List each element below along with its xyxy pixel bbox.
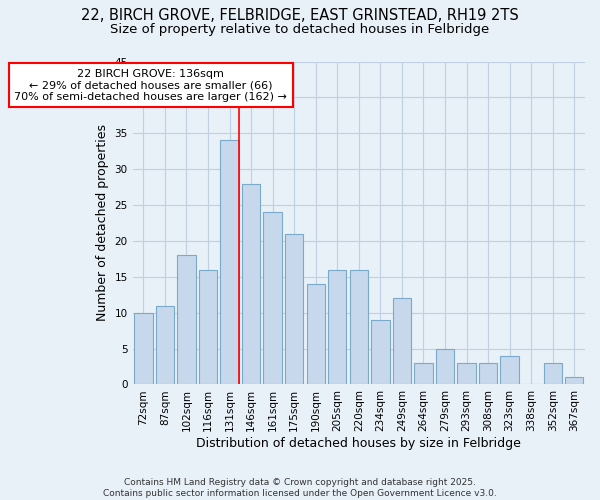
Bar (285, 234, 304, 384)
Bar (307, 284, 325, 384)
Bar (565, 378, 583, 384)
Bar (544, 363, 562, 384)
Bar (242, 184, 260, 384)
Text: 22, BIRCH GROVE, FELBRIDGE, EAST GRINSTEAD, RH19 2TS: 22, BIRCH GROVE, FELBRIDGE, EAST GRINSTE… (81, 8, 519, 22)
Bar (199, 270, 217, 384)
Bar (371, 320, 389, 384)
Bar (436, 348, 454, 384)
Bar (156, 306, 174, 384)
Bar (500, 356, 519, 384)
Text: Contains HM Land Registry data © Crown copyright and database right 2025.
Contai: Contains HM Land Registry data © Crown c… (103, 478, 497, 498)
Bar (178, 256, 196, 384)
Bar (479, 363, 497, 384)
Text: 22 BIRCH GROVE: 136sqm
← 29% of detached houses are smaller (66)
70% of semi-det: 22 BIRCH GROVE: 136sqm ← 29% of detached… (14, 68, 287, 102)
Bar (414, 363, 433, 384)
X-axis label: Distribution of detached houses by size in Felbridge: Distribution of detached houses by size … (196, 437, 521, 450)
Bar (263, 212, 282, 384)
Bar (350, 270, 368, 384)
Bar (220, 140, 239, 384)
Bar (457, 363, 476, 384)
Bar (328, 270, 346, 384)
Y-axis label: Number of detached properties: Number of detached properties (96, 124, 109, 322)
Bar (393, 298, 411, 384)
Bar (134, 312, 152, 384)
Text: Size of property relative to detached houses in Felbridge: Size of property relative to detached ho… (110, 22, 490, 36)
